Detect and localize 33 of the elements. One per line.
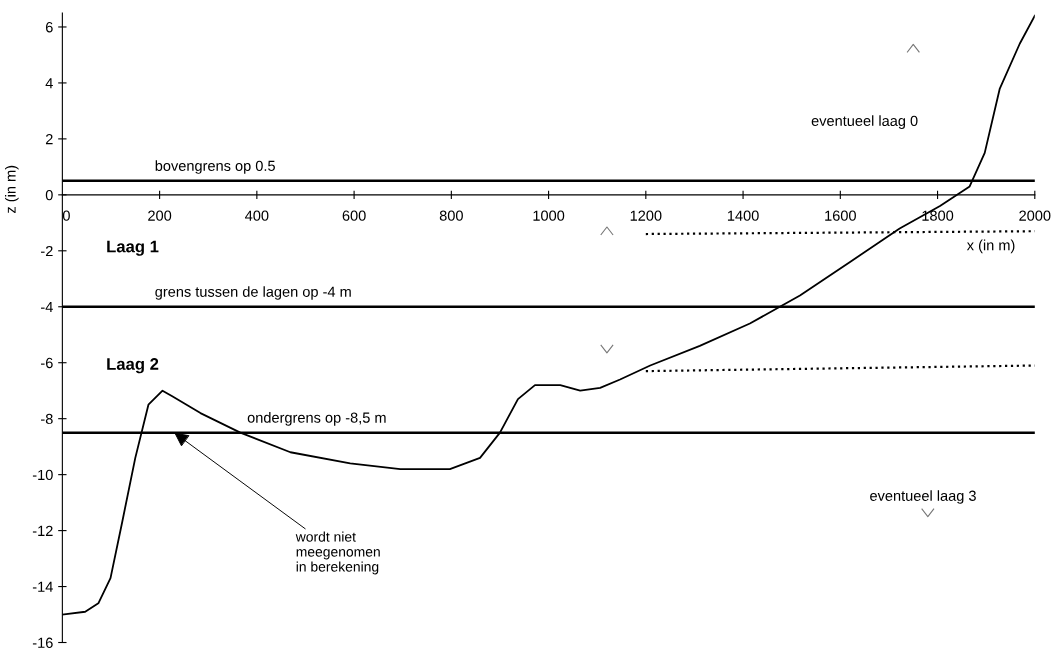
y-tick-label: -12 (32, 525, 53, 536)
y-tick-label: 6 (45, 22, 53, 33)
y-axis-title: z (in m) (5, 165, 19, 213)
annotation: wordt niet meegenomen in berekening (295, 531, 380, 575)
x-tick-label: 1800 (922, 210, 954, 221)
x-axis-title: x (in m) (966, 239, 1015, 254)
x-tick-label: 0 (62, 210, 70, 221)
ref-line-label: ondergrens op -8,5 m (247, 412, 386, 426)
x-tick-label: 1400 (727, 210, 759, 221)
y-tick-label: -8 (41, 413, 53, 425)
y-tick-label: -14 (32, 581, 53, 592)
y-tick-label: -6 (41, 357, 53, 369)
annotation: Laag 1 (107, 240, 159, 256)
x-tick-label: 800 (439, 210, 463, 221)
ref-line-label: bovengrens op 0.5 (155, 160, 275, 174)
y-tick-label: 4 (45, 78, 53, 89)
x-tick-label: 400 (245, 210, 269, 221)
ref-line-label: grens tussen de lagen op -4 m (155, 286, 351, 300)
y-tick-label: 2 (45, 133, 53, 145)
x-tick-label: 2000 (1019, 210, 1051, 221)
x-tick-label: 200 (148, 210, 172, 221)
y-tick-label: 0 (45, 189, 53, 201)
annotation: eventueel laag 0 (811, 115, 918, 129)
x-tick-label: 600 (342, 210, 366, 221)
y-tick-label: -2 (41, 245, 53, 257)
y-tick-label: -4 (41, 302, 53, 313)
annotation: Laag 2 (107, 358, 159, 374)
x-tick-label: 1000 (533, 210, 565, 221)
annotation: eventueel laag 3 (870, 490, 976, 504)
x-tick-label: 1200 (630, 210, 662, 221)
x-tick-label: 1600 (825, 210, 856, 221)
y-tick-label: -10 (32, 469, 53, 481)
y-tick-label: -16 (32, 637, 53, 648)
